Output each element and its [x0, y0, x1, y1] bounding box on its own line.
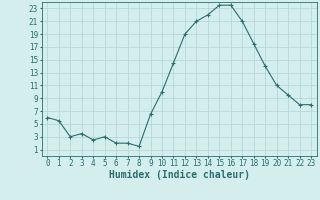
- X-axis label: Humidex (Indice chaleur): Humidex (Indice chaleur): [109, 170, 250, 180]
